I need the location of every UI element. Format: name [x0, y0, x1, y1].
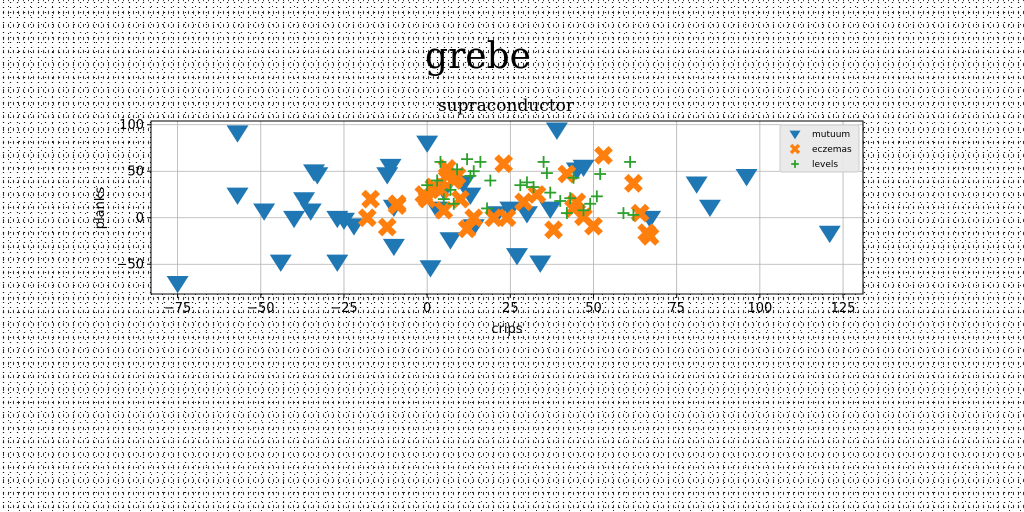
y-tick-label: −50	[117, 258, 144, 273]
y-axis-label: planks	[93, 187, 108, 230]
legend-label-mutuum: mutuum	[812, 130, 850, 140]
x-tick-label: 100	[747, 301, 772, 316]
x-tick-label: 75	[668, 301, 685, 316]
chart-title: supraconductor	[438, 96, 575, 116]
legend: mutuum eczemas levels	[780, 125, 859, 172]
x-tick-label: 125	[831, 301, 856, 316]
x-tick-label: 50	[585, 301, 602, 316]
y-tick-label: 100	[119, 118, 144, 133]
x-tick-label: 0	[423, 301, 431, 316]
legend-label-eczemas: eczemas	[812, 145, 852, 155]
x-tick-label: −25	[330, 301, 357, 316]
x-tick-label: −75	[164, 301, 191, 316]
figure-suptitle: grebe	[425, 36, 531, 77]
x-axis-label: crips	[491, 322, 522, 337]
x-tick-label: 25	[502, 301, 519, 316]
y-tick-label: 50	[127, 165, 144, 180]
y-tick-label: 0	[136, 211, 144, 226]
legend-label-levels: levels	[812, 160, 838, 170]
x-tick-label: −50	[247, 301, 274, 316]
